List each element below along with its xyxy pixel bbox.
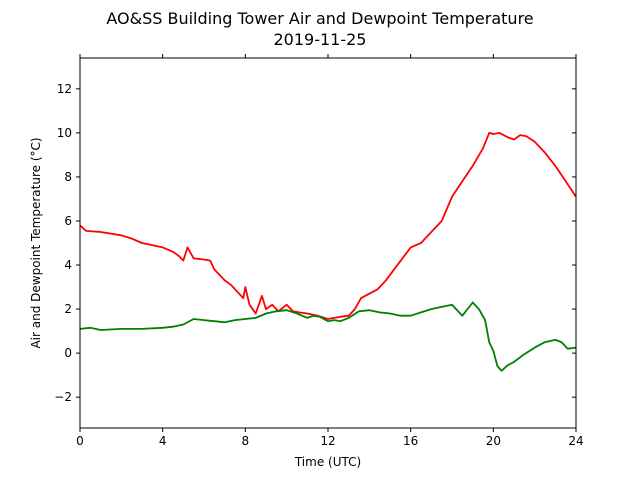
y-tick-label: 4: [64, 258, 72, 272]
y-tick-label: −2: [54, 390, 72, 404]
x-tick-label: 16: [403, 434, 418, 448]
x-tick-label: 20: [486, 434, 501, 448]
plot-area: [79, 131, 577, 372]
chart-title: AO&SS Building Tower Air and Dewpoint Te…: [106, 9, 533, 28]
y-tick-label: 12: [57, 82, 72, 96]
x-axis-label: Time (UTC): [294, 455, 361, 469]
x-tick-label: 4: [159, 434, 167, 448]
plot-frame: [79, 57, 577, 429]
x-tick-label: 12: [320, 434, 335, 448]
y-tick-label: 0: [64, 346, 72, 360]
x-tick-label: 0: [76, 434, 84, 448]
series-line-1: [79, 301, 577, 372]
y-tick-label: 2: [64, 302, 72, 316]
y-axis-label: Air and Dewpoint Temperature (°C): [29, 137, 43, 348]
y-tick-label: 8: [64, 170, 72, 184]
y-tick-label: 6: [64, 214, 72, 228]
chart-subtitle: 2019-11-25: [274, 30, 367, 49]
series-line-0: [79, 131, 577, 320]
y-tick-label: 10: [57, 126, 72, 140]
x-tick-label: 24: [568, 434, 583, 448]
x-tick-label: 8: [242, 434, 250, 448]
